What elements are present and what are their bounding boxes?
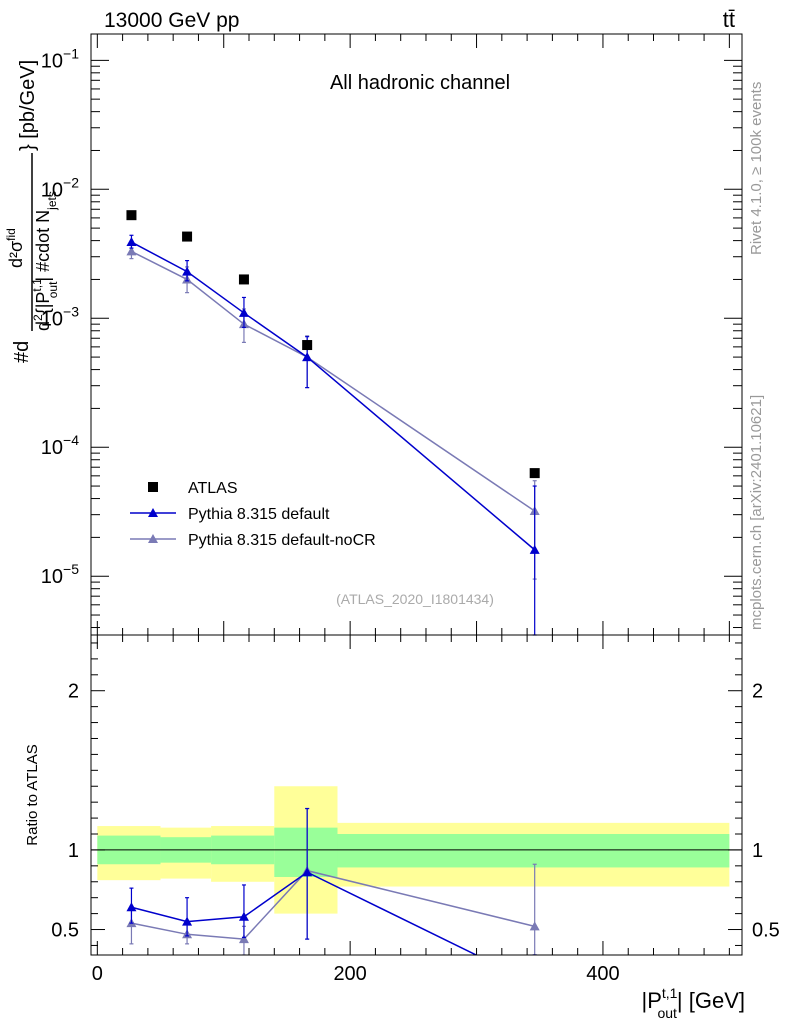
ratio-y-tick-label-right: 2 <box>752 681 763 703</box>
main-ylabel: #d d²σfid d2{|Pt,1 out| #cdot Njets } [pb… <box>4 60 60 363</box>
tick-exponent: −1 <box>63 45 79 61</box>
legend-label: ATLAS <box>188 480 238 497</box>
legend-marker <box>148 482 158 492</box>
ratio-point-triangle <box>182 916 193 926</box>
tick-mantissa: 10 <box>41 437 63 459</box>
tick-exponent: −3 <box>63 303 79 319</box>
tick-exponent: −5 <box>63 561 79 577</box>
analysis-tag: (ATLAS_2020_I1801434) <box>336 591 494 607</box>
atlas-data-point <box>302 340 313 351</box>
mcplots-label: mcplots.cern.ch [arXiv:2401.10621] <box>748 395 765 630</box>
ylabel-den-post: | #cdot N <box>33 210 53 282</box>
ylabel-den-p-sub: out <box>46 281 60 298</box>
header-left-title: 13000 GeV pp <box>104 9 239 32</box>
xlabel: |Pt,1 out| [GeV] <box>641 985 745 1021</box>
main-y-tick-label: 10−2 <box>41 174 79 201</box>
tick-mantissa: 10 <box>41 566 63 588</box>
ylabel-numerator: d²σfid <box>4 228 26 268</box>
ylabel-num-main: d²σ <box>6 241 26 268</box>
ratio-plot-frame <box>90 634 743 956</box>
xlabel-pre: |P <box>641 988 661 1013</box>
ratio-point-triangle <box>126 902 137 912</box>
ratio-point-triangle <box>238 934 249 944</box>
ylabel-numerator-prefix: #d <box>11 341 33 363</box>
ylabel-den-sup: 2 <box>31 314 45 321</box>
legend-label: Pythia 8.315 default <box>188 506 330 523</box>
ratio-point-triangle <box>529 921 540 931</box>
atlas-data-point <box>182 231 193 242</box>
x-tick-label: 0 <box>92 963 103 985</box>
tick-exponent: −2 <box>63 174 79 190</box>
x-tick-label: 400 <box>586 963 619 985</box>
ylabel-suffix: } [pb/GeV] <box>17 60 39 151</box>
ratio-ylabel: Ratio to ATLAS <box>24 744 41 845</box>
ylabel-den-pre: d <box>33 321 53 331</box>
atlas-data-point <box>529 468 540 479</box>
main-y-tick-label: 10−4 <box>41 432 79 459</box>
legend-marker <box>148 534 158 543</box>
atlas-data-point <box>126 210 137 221</box>
ratio-y-tick-label: 2 <box>68 681 79 703</box>
main-panel: 10−110−210−310−410−5 All hadronic channe… <box>41 33 743 636</box>
main-y-tick-label: 10−5 <box>41 561 79 588</box>
main-title: All hadronic channel <box>330 72 510 94</box>
legend-marker <box>148 508 158 517</box>
x-tick-label: 200 <box>333 963 366 985</box>
main-y-tick-label: 10−1 <box>41 45 79 72</box>
xlabel-post: | [GeV] <box>677 988 745 1013</box>
series-line-1 <box>131 241 536 551</box>
ratio-series-group <box>126 807 540 955</box>
data-point-triangle <box>302 352 313 362</box>
ylabel-den-n-sub: jets <box>45 191 59 211</box>
ylabel-denominator: d2{|Pt,1 out| #cdot Njets <box>30 191 60 331</box>
ratio-y-tick-label: 1 <box>68 840 79 862</box>
xlabel-sup: t,1 <box>662 985 678 1001</box>
ratio-point-triangle <box>238 911 249 921</box>
header-right-title: tt̄ <box>723 7 735 32</box>
data-point-triangle <box>182 266 193 276</box>
tick-mantissa: 10 <box>41 308 63 330</box>
main-y-tick-label: 10−3 <box>41 303 79 330</box>
legend-label: Pythia 8.315 default-noCR <box>188 532 376 549</box>
data-point-triangle <box>238 307 249 317</box>
ratio-y-tick-label-right: 0.5 <box>752 920 780 942</box>
data-point-triangle <box>126 237 137 247</box>
tick-mantissa: 10 <box>41 50 63 72</box>
ratio-panel: 0.5 0.5 1 1 2 2 0 200 400 <box>51 634 780 985</box>
ratio-band-inner <box>337 834 730 868</box>
atlas-data-point <box>238 274 249 285</box>
ylabel-num-sup: fid <box>4 228 18 241</box>
data-point-triangle <box>126 246 137 256</box>
series-line-2 <box>131 250 536 512</box>
ratio-y-tick-label-right: 1 <box>752 840 763 862</box>
rivet-label: Rivet 4.1.0, ≥ 100k events <box>748 82 765 255</box>
ylabel-den-p-sup: t,1 <box>30 278 44 292</box>
data-point-triangle <box>529 544 540 554</box>
ratio-y-tick-label: 0.5 <box>51 920 79 942</box>
legend: ATLAS Pythia 8.315 default Pythia 8.315 de… <box>130 480 376 549</box>
ratio-point-triangle <box>302 867 313 877</box>
tick-exponent: −4 <box>63 432 79 448</box>
ylabel-den-mid: {|P <box>33 292 53 315</box>
tick-mantissa: 10 <box>41 179 63 201</box>
xlabel-sub: out <box>657 1005 677 1021</box>
